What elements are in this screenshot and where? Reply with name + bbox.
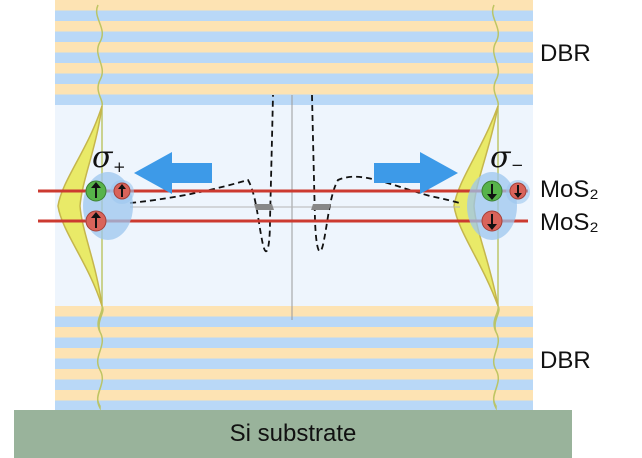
cavity-region (55, 100, 533, 310)
dbr-top-label: DBR (540, 40, 591, 67)
dbr-layer (55, 348, 533, 359)
spin-down-icon (509, 182, 527, 200)
dbr-layer (55, 84, 533, 95)
dbr-bottom-stack (55, 306, 533, 410)
dbr-layer (55, 379, 533, 390)
dbr-layer (55, 306, 533, 317)
mos2-bottom-label: MoS₂ (540, 209, 599, 236)
substrate-block (14, 410, 572, 458)
spin-down-icon (481, 210, 503, 232)
dbr-layer (55, 0, 533, 11)
sigma-plus-label: σ (92, 140, 113, 175)
marker-right (311, 204, 331, 210)
dbr-bottom-label: DBR (540, 347, 591, 374)
halo-right (467, 172, 517, 240)
dbr-layer (55, 316, 533, 327)
spin-up-icon (113, 182, 131, 200)
dbr-layer (55, 10, 533, 21)
spin-up-icon (85, 210, 107, 232)
dbr-layer (55, 337, 533, 348)
mos2-top-label: MoS₂ (540, 176, 599, 203)
substrate-label: Si substrate (229, 420, 357, 447)
sigma-minus-subscript: − (511, 156, 524, 174)
spin-up-icon (85, 180, 107, 202)
sigma-minus-label: σ (490, 140, 511, 175)
arrow-right-icon (374, 152, 458, 194)
sigma-plus-subscript: + (113, 158, 126, 176)
dbr-layer (55, 358, 533, 369)
dbr-layer (55, 42, 533, 53)
dbr-layer (55, 31, 533, 42)
dbr-layer (55, 390, 533, 401)
field-profile-left (95, 4, 104, 411)
dbr-layer (55, 327, 533, 338)
marker-left (254, 204, 274, 210)
dbr-layer (55, 63, 533, 74)
spin-down-icon (481, 180, 503, 202)
arrow-left-icon (134, 152, 212, 194)
dbr-layer (55, 400, 533, 410)
dbr-layer (55, 369, 533, 380)
dbr-layer (55, 73, 533, 84)
dbr-layer (55, 94, 533, 105)
dbr-layer (55, 21, 533, 32)
dbr-layer (55, 52, 533, 63)
dbr-top-stack (55, 0, 533, 105)
field-profile-right (491, 4, 500, 411)
potential-curve (129, 94, 274, 253)
field-envelope-left (57, 105, 103, 307)
